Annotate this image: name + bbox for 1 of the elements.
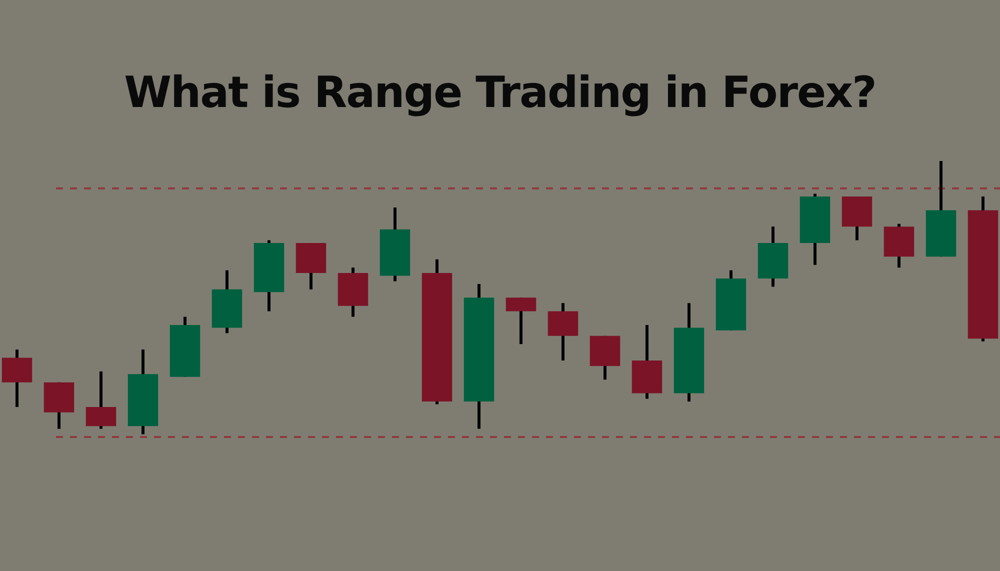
chart-title: What is Range Trading in Forex?	[123, 68, 877, 118]
